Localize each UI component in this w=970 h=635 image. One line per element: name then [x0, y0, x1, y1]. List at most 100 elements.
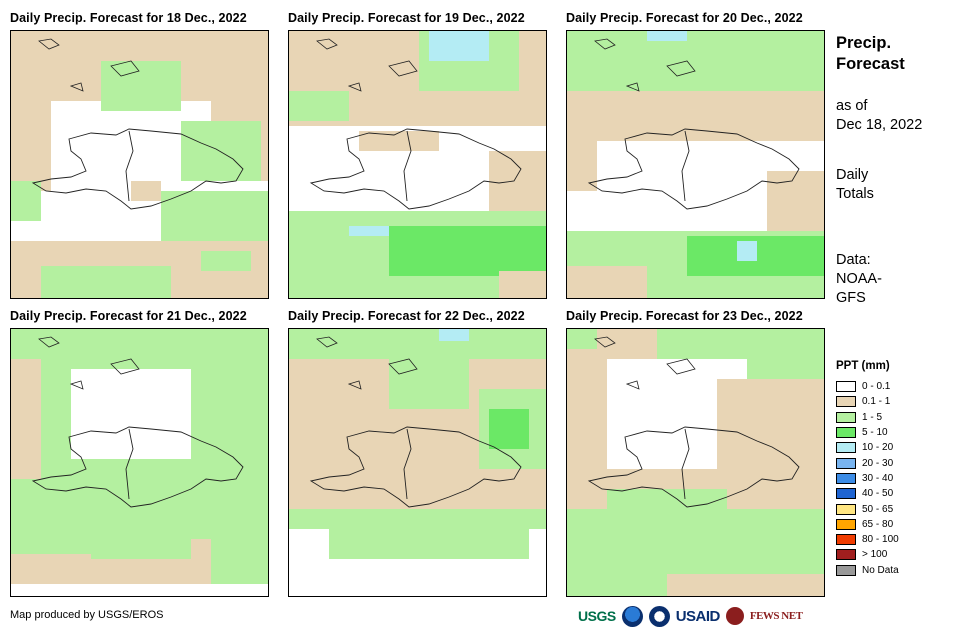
legend-swatch	[836, 396, 856, 408]
precip-region	[41, 266, 171, 298]
panel-title-23: Daily Precip. Forecast for 23 Dec., 2022	[566, 309, 803, 323]
small-islands-outline	[38, 38, 140, 92]
precip-region	[71, 369, 191, 459]
border-line	[403, 130, 412, 202]
precip-region	[11, 519, 191, 559]
legend-item: 50 - 65	[836, 501, 899, 516]
legend-label: 0.1 - 1	[862, 396, 891, 408]
legend-item: 30 - 40	[836, 471, 899, 486]
legend-label: 30 - 40	[862, 472, 894, 484]
legend-item: 40 - 50	[836, 486, 899, 501]
legend-item: 0.1 - 1	[836, 394, 899, 409]
legend-swatch	[836, 457, 856, 469]
heading-line-1: Precip.	[836, 34, 892, 52]
legend-item: 0 - 0.1	[836, 379, 899, 394]
precip-region	[667, 574, 824, 596]
legend-label: 10 - 20	[862, 442, 894, 454]
legend-label: No Data	[862, 564, 899, 576]
panel-title-21: Daily Precip. Forecast for 21 Dec., 2022	[10, 309, 247, 323]
legend-item: 20 - 30	[836, 455, 899, 470]
map-panel-18	[10, 30, 269, 299]
border-line	[125, 130, 134, 202]
legend-item: 65 - 80	[836, 517, 899, 532]
panel-title-19: Daily Precip. Forecast for 19 Dec., 2022	[288, 11, 525, 25]
data-line-1: Data:	[836, 252, 871, 268]
legend-item: > 100	[836, 547, 899, 562]
map-panel-22	[288, 328, 547, 597]
precip-region	[131, 181, 161, 201]
panel-title-20: Daily Precip. Forecast for 20 Dec., 2022	[566, 11, 803, 25]
precip-region	[329, 529, 529, 559]
precip-region	[567, 141, 597, 191]
hispaniola-outline	[309, 128, 522, 210]
fewsnet-logo: FEWS NET	[749, 610, 803, 622]
sidebar-heading: Precip. Forecast	[836, 33, 905, 75]
legend-item: 80 - 100	[836, 532, 899, 547]
as-of-line-1: as of	[836, 98, 868, 114]
precip-region	[181, 121, 261, 181]
legend-swatch	[836, 549, 856, 561]
precip-region	[389, 359, 469, 409]
panel-title-22: Daily Precip. Forecast for 22 Dec., 2022	[288, 309, 525, 323]
legend-item: 5 - 10	[836, 425, 899, 440]
precip-region	[567, 329, 597, 349]
precip-region	[767, 171, 824, 231]
as-of-block: as of Dec 18, 2022	[836, 97, 922, 135]
legend-label: 65 - 80	[862, 518, 894, 530]
precip-region	[289, 329, 546, 359]
precip-region	[389, 226, 546, 276]
legend-swatch	[836, 442, 856, 454]
legend-swatch	[836, 564, 856, 576]
legend-label: > 100	[862, 549, 888, 561]
legend-swatch	[836, 472, 856, 484]
precip-region	[11, 584, 268, 596]
border-line	[125, 428, 134, 500]
data-source-block: Data: NOAA- GFS	[836, 251, 882, 308]
precip-region	[289, 479, 546, 509]
small-islands-outline	[316, 38, 418, 92]
map-panel-23	[566, 328, 825, 597]
heading-line-2: Forecast	[836, 55, 905, 73]
as-of-date: Dec 18, 2022	[836, 117, 923, 133]
footer-credit: Map produced by USGS/EROS	[10, 609, 164, 621]
map-panel-19	[288, 30, 547, 299]
usaid-seal-icon	[648, 605, 670, 627]
totals-line-2: Totals	[836, 186, 874, 202]
precip-region	[289, 91, 349, 121]
precip-region	[717, 379, 824, 469]
usgs-logo: USGS	[578, 608, 616, 624]
legend-item: 1 - 5	[836, 410, 899, 425]
data-line-2: NOAA-	[836, 271, 882, 287]
legend: 0 - 0.1 0.1 - 1 1 - 5 5 - 10 10 - 20 20 - 30 3…	[836, 379, 899, 578]
precip-region	[737, 241, 757, 261]
legend-swatch	[836, 534, 856, 546]
legend-label: 50 - 65	[862, 503, 894, 515]
precip-region	[11, 101, 51, 191]
noaa-logo-icon	[621, 605, 643, 627]
legend-label: 20 - 30	[862, 457, 894, 469]
legend-item: 10 - 20	[836, 440, 899, 455]
precip-region	[349, 226, 389, 236]
map-panel-21	[10, 328, 269, 597]
precip-region	[11, 329, 211, 359]
hispaniola-outline	[587, 426, 800, 508]
precip-region	[647, 31, 687, 41]
precip-region	[489, 151, 546, 221]
legend-title: PPT (mm)	[836, 360, 890, 372]
hispaniola-outline	[587, 128, 800, 210]
legend-swatch	[836, 488, 856, 500]
precip-region	[11, 181, 41, 221]
precip-region	[439, 329, 469, 341]
precip-region	[429, 31, 489, 61]
precip-region	[201, 251, 251, 271]
legend-label: 0 - 0.1	[862, 381, 891, 393]
totals-block: Daily Totals	[836, 166, 874, 204]
logo-strip: USGS USAID FEWS NET	[578, 603, 803, 629]
legend-swatch	[836, 503, 856, 515]
legend-label: 40 - 50	[862, 488, 894, 500]
map-panel-20	[566, 30, 825, 299]
fewsnet-globe-icon	[725, 607, 744, 625]
precip-region	[211, 329, 268, 596]
legend-swatch	[836, 411, 856, 423]
precip-region	[309, 276, 459, 298]
